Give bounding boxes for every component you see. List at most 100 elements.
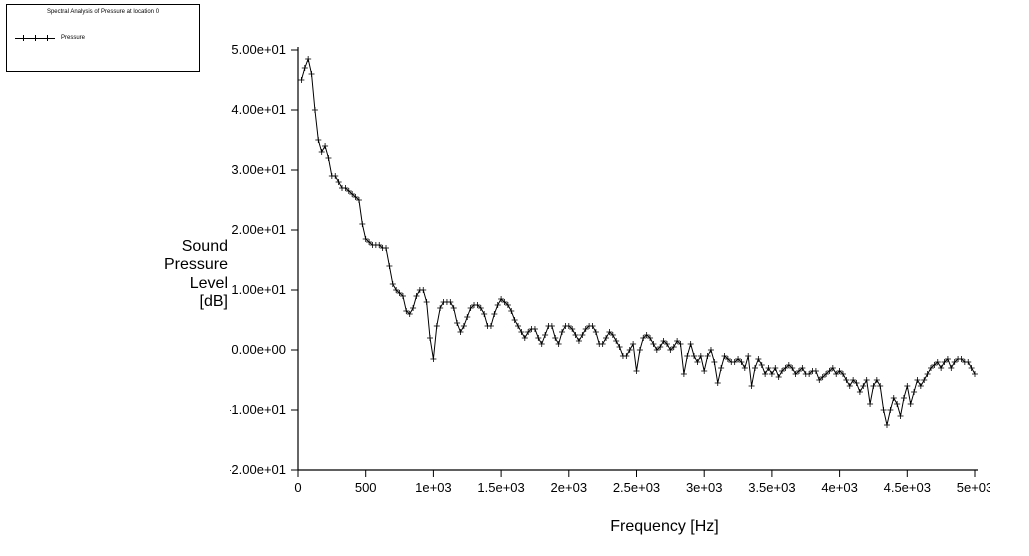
data-point — [752, 365, 758, 371]
data-point — [772, 365, 778, 371]
data-point — [694, 359, 700, 365]
data-point — [847, 383, 853, 389]
data-point — [715, 380, 721, 386]
y-tick-label: 4.00e+01 — [231, 102, 286, 117]
data-point — [386, 263, 392, 269]
data-point — [860, 383, 866, 389]
data-point — [698, 353, 704, 359]
data-point — [691, 353, 697, 359]
data-point — [481, 311, 487, 317]
y-tick-label: 0.00e+00 — [231, 342, 286, 357]
data-point — [701, 368, 707, 374]
data-point — [634, 368, 640, 374]
data-point — [684, 353, 690, 359]
data-point — [877, 383, 883, 389]
data-point — [914, 377, 920, 383]
data-point — [508, 308, 514, 314]
data-point — [451, 305, 457, 311]
x-tick-label: 4.5e+03 — [884, 480, 931, 495]
y-tick-label: -2.00e+01 — [230, 462, 286, 477]
data-point — [319, 149, 325, 155]
data-point — [600, 341, 606, 347]
data-point — [549, 323, 555, 329]
data-point — [556, 341, 562, 347]
data-point — [413, 293, 419, 299]
data-point — [579, 332, 585, 338]
data-point — [864, 377, 870, 383]
legend-series-label: Pressure — [61, 35, 85, 41]
data-point — [539, 341, 545, 347]
legend-title: Spectral Analysis of Pressure at locatio… — [7, 5, 199, 15]
data-point — [969, 365, 975, 371]
data-point — [901, 395, 907, 401]
data-point — [650, 341, 656, 347]
data-point — [383, 245, 389, 251]
data-point — [603, 335, 609, 341]
x-tick-label: 1e+03 — [415, 480, 452, 495]
y-tick-label: 3.00e+01 — [231, 162, 286, 177]
y-tick-label: -1.00e+01 — [230, 402, 286, 417]
x-tick-label: 2.5e+03 — [613, 480, 660, 495]
data-point — [461, 323, 467, 329]
legend-box: Spectral Analysis of Pressure at locatio… — [6, 4, 200, 72]
data-point — [512, 317, 518, 323]
data-point — [410, 305, 416, 311]
y-tick-label: 2.00e+01 — [231, 222, 286, 237]
x-axis-label-wrap: Frequency [Hz] — [300, 518, 1029, 536]
data-point — [542, 332, 548, 338]
data-point — [766, 365, 772, 371]
data-point — [776, 374, 782, 380]
x-tick-label: 2e+03 — [551, 480, 588, 495]
data-point — [898, 413, 904, 419]
data-point — [881, 407, 887, 413]
data-point — [518, 329, 524, 335]
data-point — [390, 281, 396, 287]
x-tick-label: 5e+03 — [957, 480, 990, 495]
data-point — [593, 329, 599, 335]
y-axis-label: SoundPressureLevel[dB] — [148, 238, 228, 312]
data-point — [688, 341, 694, 347]
data-point — [302, 65, 308, 71]
series-pressure — [301, 59, 975, 425]
data-point — [495, 302, 501, 308]
data-point — [430, 356, 436, 362]
data-point — [887, 407, 893, 413]
data-point — [925, 371, 931, 377]
data-point — [298, 77, 304, 83]
data-point — [576, 338, 582, 344]
data-point — [843, 377, 849, 383]
y-tick-label: 1.00e+01 — [231, 282, 286, 297]
data-point — [420, 287, 426, 293]
data-point — [965, 359, 971, 365]
data-point — [867, 401, 873, 407]
data-point — [359, 221, 365, 227]
data-point — [759, 362, 765, 368]
data-point — [325, 155, 331, 161]
data-point — [312, 107, 318, 113]
data-point — [681, 371, 687, 377]
data-point — [457, 329, 463, 335]
data-point — [613, 338, 619, 344]
data-point — [623, 353, 629, 359]
y-tick-label: 5.00e+01 — [231, 42, 286, 57]
data-point — [874, 377, 880, 383]
data-point — [427, 335, 433, 341]
data-point — [305, 56, 311, 62]
data-point — [454, 320, 460, 326]
data-point — [705, 353, 711, 359]
data-point — [630, 341, 636, 347]
data-point — [918, 383, 924, 389]
data-point — [617, 344, 623, 350]
data-point — [336, 179, 342, 185]
data-point — [708, 347, 714, 353]
data-point — [908, 401, 914, 407]
data-point — [637, 347, 643, 353]
data-point — [742, 365, 748, 371]
data-point — [718, 365, 724, 371]
data-point — [627, 347, 633, 353]
data-point — [315, 137, 321, 143]
data-point — [532, 326, 538, 332]
data-point — [762, 371, 768, 377]
data-point — [491, 311, 497, 317]
data-point — [437, 305, 443, 311]
